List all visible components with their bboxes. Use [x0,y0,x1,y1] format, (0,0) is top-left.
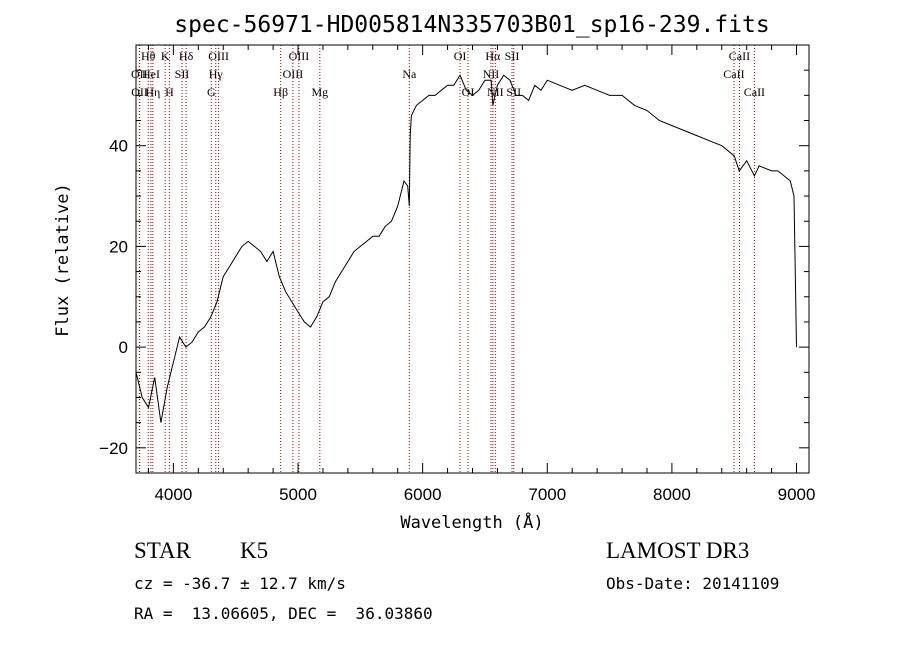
spectral-line-label: Na [402,67,417,81]
x-tick-label: 4000 [154,485,192,504]
spectral-line-label: SII [506,85,521,99]
y-tick-label: −20 [99,439,128,458]
spectral-line-label: SII [505,49,520,63]
observation-date: Obs-Date: 20141109 [606,574,780,593]
spectral-line-label: Mg [311,85,328,99]
y-tick-label: 40 [109,137,128,156]
y-axis-label: Flux (relative) [53,183,73,337]
survey-name: LAMOST DR3 [606,538,750,563]
spectral-line-label: Hδ [179,49,194,63]
spectral-line-label: OI [454,49,467,63]
spectral-line-label: H [165,85,174,99]
y-axis-ticks: −20 0 20 40 [99,69,809,474]
x-axis-label: Wavelength (Å) [400,511,543,533]
redshift-cz: cz = -36.7 ± 12.7 km/s [134,574,346,593]
plot-frame [135,44,810,474]
spectral-line-label: NII [487,85,504,99]
spectral-line-label: OIII [283,67,304,81]
spectral-line-label: NII [483,67,500,81]
spectral-line-label: OII [131,67,148,81]
x-tick-label: 9000 [778,485,816,504]
spectral-line-label: CaII [723,67,744,81]
spectral-line-markers [138,45,755,473]
spectral-line-label: OII [131,85,148,99]
y-tick-label: 20 [109,237,128,256]
y-tick-label: 0 [119,338,128,357]
object-class: STAR [134,538,191,563]
spectral-line-label: G [207,85,216,99]
x-tick-label: 6000 [404,485,442,504]
spectral-line-label: CaII [744,85,765,99]
spectral-line-label: CaII [729,49,750,63]
spectral-line-label: Hη [145,85,160,99]
x-tick-label: 8000 [653,485,691,504]
x-axis-ticks: 4000 5000 6000 7000 8000 9000 [147,45,816,504]
spectral-line-label: HeI [142,67,160,81]
spectral-line-label: K [161,49,170,63]
x-tick-label: 7000 [528,485,566,504]
spectral-line-label: OIII [208,49,229,63]
spectral-line-label: OIII [289,49,310,63]
spectrum-line [135,74,797,423]
spectral-line-label: Hθ [141,49,156,63]
spectral-line-label: Hβ [273,85,288,99]
object-subclass: K5 [240,538,269,563]
spectral-line-label: Hα [485,49,501,63]
x-tick-label: 5000 [279,485,317,504]
chart-title: spec-56971-HD005814N335703B01_sp16-239.f… [174,12,769,38]
spectral-line-label: SII [175,67,190,81]
spectral-line-label: Hγ [209,67,224,81]
coordinates: RA = 13.06605, DEC = 36.03860 [134,604,433,623]
